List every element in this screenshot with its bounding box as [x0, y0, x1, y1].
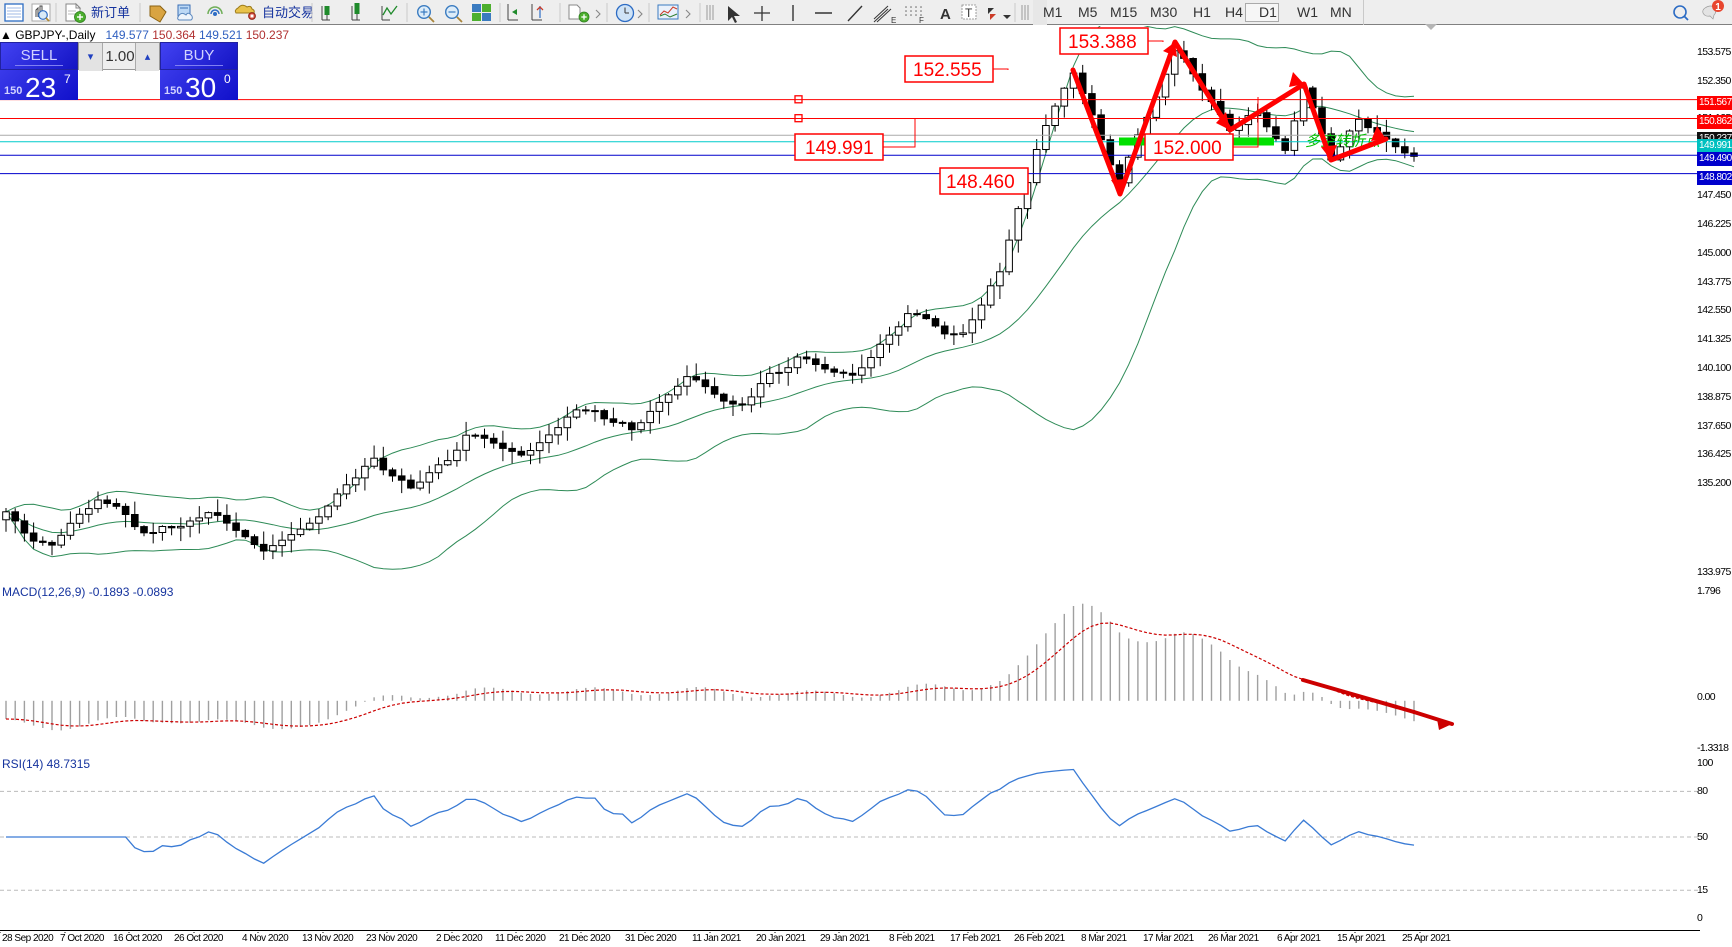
svg-text:A: A — [940, 6, 951, 23]
svg-text:149.991: 149.991 — [805, 138, 874, 159]
svg-text:T: T — [965, 6, 973, 20]
svg-text:F: F — [919, 16, 924, 25]
svg-text:148.460: 148.460 — [946, 172, 1015, 193]
svg-text:自动交易: 自动交易 — [262, 5, 314, 20]
svg-text:153.388: 153.388 — [1068, 32, 1137, 53]
svg-text:1: 1 — [1715, 2, 1721, 13]
svg-text:E: E — [891, 16, 896, 25]
svg-text:新订单: 新订单 — [91, 5, 130, 20]
svg-text:152.555: 152.555 — [913, 60, 982, 81]
svg-text:152.000: 152.000 — [1153, 138, 1222, 159]
